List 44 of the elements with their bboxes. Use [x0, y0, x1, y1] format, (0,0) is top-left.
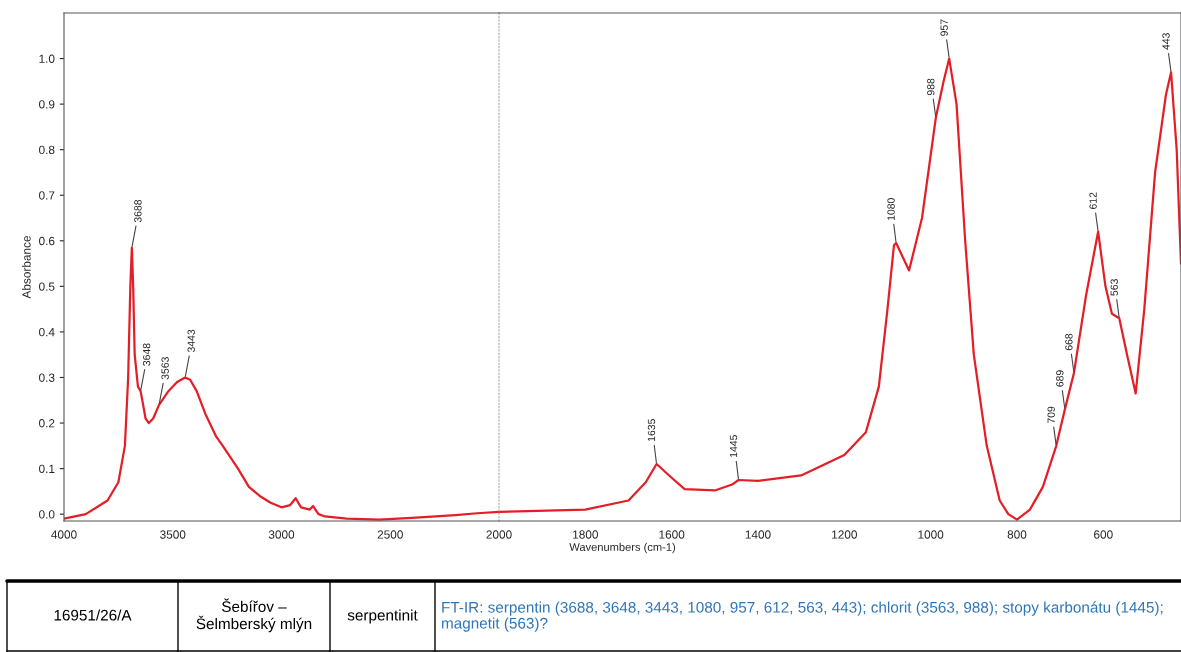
annotation: 1445	[729, 435, 738, 457]
y-tick-label: 1.0	[39, 54, 55, 63]
annotation: 3563	[161, 357, 169, 380]
y-tick-label: 0.5	[39, 282, 55, 291]
annotation: 668	[1065, 333, 1073, 351]
annotation: 3688	[134, 199, 142, 223]
y-tick-label: 0.2	[39, 419, 55, 428]
x-tick-label: 1200	[832, 530, 857, 539]
x-tick-label: 1800	[573, 530, 598, 539]
x-tick-label: 3000	[268, 530, 295, 539]
annotation: 988	[927, 78, 935, 96]
annotation: 957	[940, 19, 948, 36]
y-tick-label: 0.3	[39, 373, 55, 382]
annotation: 443	[1162, 33, 1170, 50]
x-tick-label: 1000	[918, 530, 944, 539]
y-tick-label: 0.7	[39, 191, 55, 200]
y-tick-label: 0.6	[39, 236, 55, 246]
annotation: 3648	[142, 343, 151, 366]
y-tick-label: 0.0	[39, 510, 55, 519]
x-tick-label: 4000	[51, 530, 77, 539]
x-tick-label: 3500	[160, 530, 186, 539]
text: serpentinit	[347, 609, 418, 624]
annotation: 3443	[187, 329, 195, 353]
y-axis-title: Absorbance	[22, 236, 31, 299]
y-tick-label: 0.9	[39, 100, 55, 109]
x-tick-label: 2500	[377, 530, 403, 539]
annotation: 612	[1089, 192, 1097, 209]
x-tick-label: 600	[1094, 530, 1113, 539]
text: 16951/26/A	[54, 609, 132, 621]
y-tick-label: 0.1	[39, 464, 55, 473]
annotation: 689	[1056, 370, 1064, 387]
x-tick-label: 800	[1007, 530, 1027, 539]
text: Šebířov – Šelmberský mlýn	[196, 598, 312, 633]
annotation: 563	[1110, 279, 1118, 296]
annotation: 709	[1047, 406, 1055, 424]
annotation: 1635	[647, 419, 656, 442]
text: FT-IR: serpentin (3688, 3648, 3443, 1080, 957, 612, 563, 443); chlorit (3563, 988); stopy karbonátu (1445); magnetit (563)?	[442, 601, 1163, 632]
x-tick-label: 2000	[486, 530, 512, 539]
annotation: 1080	[887, 198, 895, 221]
x-tick-label: 1600	[659, 530, 685, 539]
x-axis-title: Wavenumbers (cm-1)	[569, 542, 676, 554]
x-tick-label: 1400	[745, 530, 771, 539]
y-tick-label: 0.8	[39, 145, 55, 155]
y-tick-label: 0.4	[39, 327, 55, 337]
